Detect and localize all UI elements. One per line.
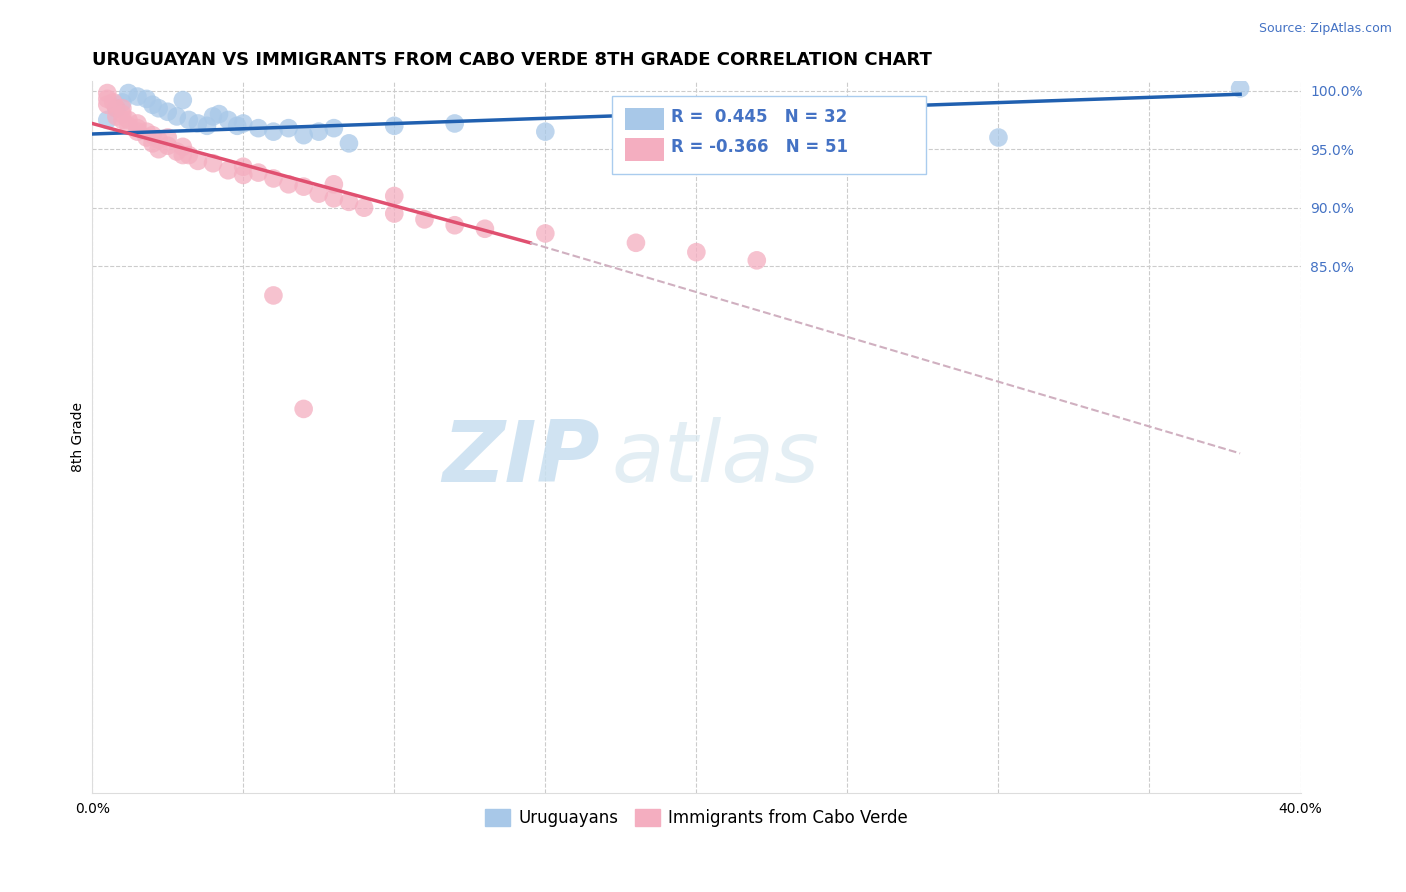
Point <box>443 219 465 233</box>
Point <box>105 101 128 115</box>
Point <box>187 116 209 130</box>
Point <box>987 130 1010 145</box>
Point <box>353 201 375 215</box>
Point <box>745 110 768 124</box>
Point <box>135 130 157 145</box>
Point <box>685 245 707 260</box>
Point <box>232 116 254 130</box>
Point <box>127 116 149 130</box>
Point <box>262 125 284 139</box>
Point <box>337 136 360 151</box>
Point <box>277 121 299 136</box>
Point <box>247 165 270 179</box>
Point <box>148 133 170 147</box>
Point <box>534 227 557 241</box>
Point <box>105 110 128 124</box>
Point <box>443 116 465 130</box>
Point <box>382 119 405 133</box>
Point <box>105 101 128 115</box>
Point <box>127 89 149 103</box>
Text: Source: ZipAtlas.com: Source: ZipAtlas.com <box>1258 22 1392 36</box>
Point <box>308 125 330 139</box>
Point <box>166 145 188 159</box>
Point <box>103 95 125 110</box>
Point <box>534 125 557 139</box>
Point <box>142 136 165 151</box>
Point <box>142 128 165 143</box>
FancyBboxPatch shape <box>612 95 927 174</box>
Point <box>382 189 405 203</box>
Point <box>292 401 315 416</box>
Point <box>474 221 496 235</box>
Point <box>232 168 254 182</box>
Point <box>177 112 200 127</box>
Point <box>624 235 647 250</box>
Point <box>166 110 188 124</box>
Point <box>172 140 194 154</box>
Point <box>217 163 239 178</box>
Point <box>277 178 299 192</box>
Point <box>413 212 436 227</box>
Point <box>172 93 194 107</box>
Text: URUGUAYAN VS IMMIGRANTS FROM CABO VERDE 8TH GRADE CORRELATION CHART: URUGUAYAN VS IMMIGRANTS FROM CABO VERDE … <box>93 51 932 69</box>
Point <box>156 138 179 153</box>
Point <box>117 112 139 127</box>
Y-axis label: 8th Grade: 8th Grade <box>72 402 86 472</box>
Point <box>292 128 315 143</box>
Point <box>148 101 170 115</box>
Point <box>111 112 134 127</box>
Point <box>382 206 405 220</box>
Text: R = -0.366   N = 51: R = -0.366 N = 51 <box>671 138 848 156</box>
Point <box>111 95 134 110</box>
Point <box>187 153 209 168</box>
Text: ZIP: ZIP <box>441 417 600 500</box>
Point <box>127 125 149 139</box>
Point <box>232 160 254 174</box>
FancyBboxPatch shape <box>626 108 664 130</box>
Point <box>127 121 149 136</box>
Point <box>308 186 330 201</box>
Legend: Uruguayans, Immigrants from Cabo Verde: Uruguayans, Immigrants from Cabo Verde <box>478 803 914 834</box>
Point <box>156 130 179 145</box>
Point <box>135 92 157 106</box>
Text: R =  0.445   N = 32: R = 0.445 N = 32 <box>671 108 848 126</box>
Point <box>156 104 179 119</box>
Point <box>1229 81 1251 95</box>
Point <box>135 125 157 139</box>
Point <box>217 112 239 127</box>
Point <box>202 110 225 124</box>
Point <box>322 191 344 205</box>
Point <box>202 156 225 170</box>
Point <box>322 178 344 192</box>
Point <box>247 121 270 136</box>
Point <box>96 112 118 127</box>
Point <box>96 92 118 106</box>
Point <box>745 253 768 268</box>
Point <box>96 97 118 112</box>
Point <box>177 148 200 162</box>
Point <box>322 121 344 136</box>
Point <box>208 107 231 121</box>
Point <box>262 288 284 302</box>
FancyBboxPatch shape <box>626 138 664 161</box>
Point <box>117 119 139 133</box>
Point <box>226 119 249 133</box>
Point <box>142 97 165 112</box>
Point <box>111 101 134 115</box>
Text: atlas: atlas <box>612 417 820 500</box>
Point <box>111 107 134 121</box>
Point <box>148 142 170 156</box>
Point <box>262 171 284 186</box>
Point <box>172 148 194 162</box>
Point <box>117 86 139 100</box>
Point <box>96 86 118 100</box>
Point <box>337 194 360 209</box>
Point <box>292 179 315 194</box>
Point <box>195 119 218 133</box>
